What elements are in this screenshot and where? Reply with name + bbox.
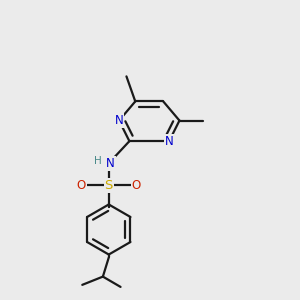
- Text: H: H: [94, 156, 101, 166]
- Text: N: N: [165, 135, 173, 148]
- Text: O: O: [77, 179, 86, 192]
- Text: S: S: [105, 179, 113, 192]
- Text: N: N: [106, 157, 115, 170]
- Text: N: N: [115, 114, 124, 127]
- Text: O: O: [131, 179, 141, 192]
